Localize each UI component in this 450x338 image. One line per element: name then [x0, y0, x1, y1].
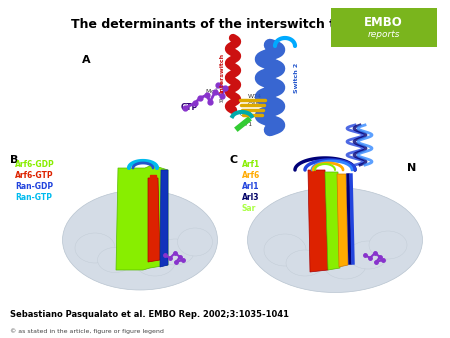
- Text: A: A: [82, 55, 90, 65]
- Polygon shape: [337, 174, 348, 267]
- Polygon shape: [160, 170, 168, 267]
- Text: N: N: [407, 163, 416, 173]
- Ellipse shape: [75, 233, 115, 263]
- Text: W74: W74: [248, 95, 262, 99]
- Ellipse shape: [125, 218, 155, 238]
- Text: The determinants of the interswitch toggle.: The determinants of the interswitch togg…: [71, 18, 379, 31]
- Ellipse shape: [63, 190, 217, 290]
- Polygon shape: [325, 172, 340, 270]
- Text: G66: G66: [240, 113, 252, 118]
- Text: Mg$^{2+}$: Mg$^{2+}$: [205, 87, 223, 97]
- Ellipse shape: [369, 231, 407, 259]
- Text: © as stated in the article, figure or figure legend: © as stated in the article, figure or fi…: [10, 328, 164, 334]
- Text: Ran-GTP: Ran-GTP: [15, 193, 52, 202]
- Bar: [331, 8, 436, 47]
- Text: Arf6-GDP: Arf6-GDP: [15, 160, 55, 169]
- Text: Interswitch: Interswitch: [220, 53, 225, 93]
- Ellipse shape: [319, 220, 351, 240]
- Ellipse shape: [286, 250, 324, 276]
- Text: Arf6-GTP: Arf6-GTP: [15, 171, 54, 180]
- Polygon shape: [116, 165, 168, 270]
- Ellipse shape: [135, 248, 175, 276]
- Text: R71: R71: [240, 121, 252, 126]
- Polygon shape: [308, 170, 328, 272]
- Text: Switch 2: Switch 2: [293, 63, 298, 93]
- Text: Arf6: Arf6: [242, 171, 260, 180]
- Text: Arl3: Arl3: [242, 193, 260, 202]
- Ellipse shape: [348, 241, 388, 269]
- Text: Sar: Sar: [242, 204, 256, 213]
- Text: EMBO: EMBO: [364, 16, 403, 28]
- Ellipse shape: [98, 247, 132, 272]
- Text: B: B: [10, 155, 18, 165]
- Text: G65: G65: [248, 102, 261, 107]
- Text: P$_i$: P$_i$: [218, 98, 225, 106]
- Ellipse shape: [177, 228, 212, 256]
- Text: Arl1: Arl1: [242, 182, 260, 191]
- Ellipse shape: [248, 188, 423, 292]
- Text: Sebastiano Pasqualato et al. EMBO Rep. 2002;3:1035-1041: Sebastiano Pasqualato et al. EMBO Rep. 2…: [10, 310, 289, 319]
- Text: Ran-GDP: Ran-GDP: [15, 182, 53, 191]
- Text: Arf1: Arf1: [242, 160, 260, 169]
- Ellipse shape: [324, 251, 366, 279]
- Text: C: C: [230, 155, 238, 165]
- Text: GTP: GTP: [181, 102, 198, 112]
- Ellipse shape: [264, 234, 306, 266]
- Ellipse shape: [156, 239, 194, 265]
- Text: reports: reports: [367, 30, 400, 40]
- Polygon shape: [148, 178, 160, 262]
